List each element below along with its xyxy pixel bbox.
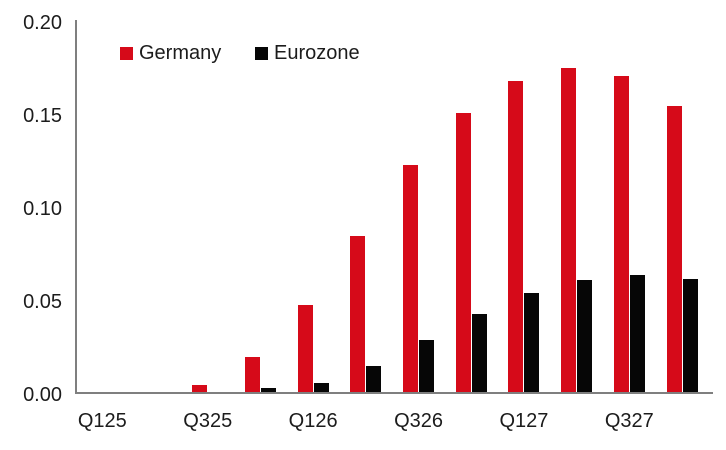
x-axis-tick-label: Q327	[604, 410, 654, 432]
legend-label-germany: Germany	[139, 42, 222, 64]
bar-germany-q325	[192, 385, 208, 392]
y-axis-tick-label: 0.00	[23, 384, 62, 406]
x-axis-tick-label: Q126	[288, 410, 338, 432]
bar-eurozone-q326	[419, 340, 435, 392]
germany-swatch-icon	[120, 46, 133, 60]
bar-eurozone-q126	[313, 383, 329, 392]
x-axis-tick-label: Q127	[499, 410, 549, 432]
bar-germany-q226	[350, 236, 366, 392]
bar-germany-q427	[666, 106, 682, 392]
x-axis-tick-label: Q125	[77, 410, 127, 432]
y-axis-tick-label: 0.15	[23, 105, 62, 127]
bar-germany-q425	[244, 357, 260, 392]
bar-eurozone-q227	[577, 280, 593, 392]
y-axis-tick-label: 0.05	[23, 291, 62, 313]
bar-germany-q326	[403, 165, 419, 392]
legend: Germany Eurozone	[0, 43, 726, 65]
legend-label-eurozone: Eurozone	[274, 42, 360, 64]
x-axis-tick-label: Q326	[394, 410, 444, 432]
x-axis-tick-label: Q325	[183, 410, 233, 432]
bar-eurozone-q427	[682, 279, 698, 392]
eurozone-swatch-icon	[255, 46, 268, 60]
bar-eurozone-q226	[366, 366, 382, 392]
bar-eurozone-q425	[260, 388, 276, 392]
bar-germany-q127	[508, 81, 524, 392]
legend-item-eurozone: Eurozone	[255, 43, 360, 63]
bar-eurozone-q327	[629, 275, 645, 392]
y-axis-tick-label: 0.10	[23, 198, 62, 220]
y-axis-tick-label: 0.20	[23, 12, 62, 34]
y-axis-line	[75, 20, 77, 393]
legend-item-germany: Germany	[120, 43, 221, 63]
bar-germany-q327	[613, 76, 629, 392]
bar-germany-q126	[297, 305, 313, 392]
bar-eurozone-q426	[471, 314, 487, 392]
bar-eurozone-q127	[524, 293, 540, 392]
x-axis-line	[75, 392, 713, 394]
bar-germany-q227	[561, 68, 577, 392]
bar-germany-q426	[455, 113, 471, 392]
